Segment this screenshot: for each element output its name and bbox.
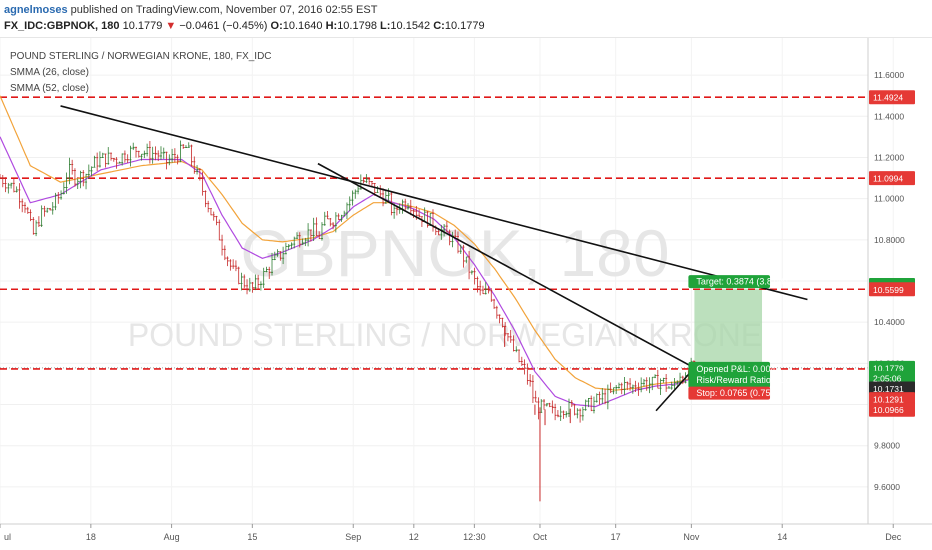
price-tag-bg xyxy=(869,370,915,385)
x-tick-label: 18 xyxy=(86,532,96,542)
y-tick-label: 11.4000 xyxy=(874,111,904,121)
x-tick-label: ul xyxy=(4,532,11,542)
x-tick-label: 14 xyxy=(777,532,787,542)
x-tick-label: Aug xyxy=(164,532,180,542)
quote-line: FX_IDC:GBPNOK, 180 10.1779 ▼ −0.0461 (−0… xyxy=(4,20,485,32)
price-tag-bg xyxy=(869,402,915,417)
trendline[interactable] xyxy=(655,367,695,412)
target-area xyxy=(694,289,763,368)
horizontal-levels[interactable] xyxy=(0,96,868,370)
published-text: published on TradingView.com, November 0… xyxy=(70,4,378,16)
y-tick-label: 11.6000 xyxy=(874,70,904,80)
watermark: GBPNOK, 180 POUND STERLING / NORWEGIAN K… xyxy=(128,216,762,353)
x-tick-label: 12 xyxy=(409,532,419,542)
price-tag-label: 2:05:06 xyxy=(873,373,902,383)
change-value: −0.0461 (−0.45%) xyxy=(179,20,268,32)
y-tick-label: 9.6000 xyxy=(874,482,900,492)
x-tick-label: 17 xyxy=(611,532,621,542)
trade-labels: Target: 0.3874 (3.81%) Opened P&L: 0.004… xyxy=(688,275,793,400)
stop-text: Stop: 0.0765 (0.75%) xyxy=(696,388,781,398)
target-text: Target: 0.3874 (3.81%) xyxy=(696,277,788,287)
high-label: H: xyxy=(325,20,338,32)
last-price: 10.1779 xyxy=(122,20,163,32)
y-tick-label: 10.4000 xyxy=(874,317,905,327)
open-label: O: xyxy=(270,20,283,32)
time-axis[interactable]: ul 18 Aug 15 Sep 12 12:30 Oct 17 Nov 14 Dec xyxy=(0,524,902,542)
watermark-ticker: GBPNOK, 180 xyxy=(240,216,669,290)
price-chart[interactable]: GBPNOK, 180 POUND STERLING / NORWEGIAN K… xyxy=(0,38,932,550)
price-tag-bg xyxy=(869,381,915,396)
change-arrow-icon: ▼ xyxy=(165,20,177,32)
price-tag-bg xyxy=(869,90,915,105)
price-tag-bg xyxy=(869,282,915,297)
price-tag-label: 10.1779 xyxy=(873,363,904,373)
close-value: 10.1779 xyxy=(444,20,485,32)
x-tick-label: Oct xyxy=(533,532,548,542)
price-tag-label: 10.1291 xyxy=(873,395,904,405)
x-tick-label: Sep xyxy=(345,532,361,542)
trendline[interactable] xyxy=(317,162,695,369)
y-tick-label: 11.2000 xyxy=(874,152,904,162)
rr-text: Risk/Reward Ratio: 5.06 xyxy=(696,375,793,385)
low-label: L: xyxy=(380,20,391,32)
chart-legend: POUND STERLING / NORWEGIAN KRONE, 180, F… xyxy=(10,51,272,94)
low-value: 10.1542 xyxy=(390,20,431,32)
price-tag-label: 10.0966 xyxy=(873,405,904,415)
publish-line: agnelmoses published on TradingView.com,… xyxy=(4,4,377,16)
close-label: C: xyxy=(433,20,445,32)
y-tick-label: 11.0000 xyxy=(874,194,904,204)
legend-smma52[interactable]: SMMA (52, close) xyxy=(10,83,89,94)
symbol-label: FX_IDC:GBPNOK, 180 xyxy=(4,20,120,32)
legend-title: POUND STERLING / NORWEGIAN KRONE, 180, F… xyxy=(10,51,272,62)
y-tick-label: 9.8000 xyxy=(874,441,900,451)
price-tags: 11.492411.099410.580510.559910.17792:05:… xyxy=(869,90,915,417)
trendline[interactable] xyxy=(60,105,808,301)
open-value: 10.1640 xyxy=(282,20,323,32)
price-tag-label: 10.5599 xyxy=(873,285,904,295)
pnl-tag xyxy=(688,361,771,388)
x-tick-label: Dec xyxy=(885,532,902,542)
x-tick-label: 15 xyxy=(247,532,257,542)
author-link[interactable]: agnelmoses xyxy=(4,4,68,16)
price-tag-label: 11.0994 xyxy=(873,174,903,184)
chart-header: agnelmoses published on TradingView.com,… xyxy=(0,0,932,38)
legend-smma26[interactable]: SMMA (26, close) xyxy=(10,67,89,78)
target-tag xyxy=(688,275,771,289)
high-value: 10.1798 xyxy=(337,20,377,32)
stop-tag xyxy=(688,386,771,400)
price-tag-label: 10.1731 xyxy=(873,384,904,394)
smma52-line xyxy=(0,95,695,391)
x-tick-label: Nov xyxy=(683,532,700,542)
pnl-text: Opened P&L: 0.0046 xyxy=(696,364,780,374)
y-tick-label: 10.8000 xyxy=(874,235,905,245)
trendlines[interactable] xyxy=(60,105,808,412)
price-tag-bg xyxy=(869,171,915,186)
x-tick-label: 12:30 xyxy=(463,532,486,542)
price-tag-label: 11.4924 xyxy=(873,93,903,103)
price-tag-bg xyxy=(869,392,915,407)
watermark-name: POUND STERLING / NORWEGIAN KRONE xyxy=(128,317,762,353)
